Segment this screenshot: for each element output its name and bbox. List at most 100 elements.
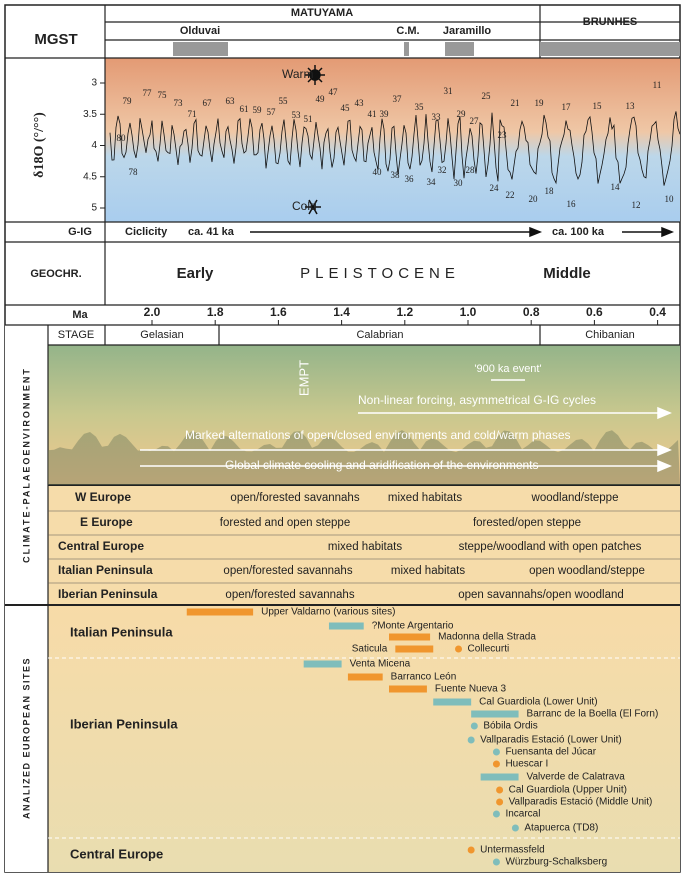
subchron: Olduvai: [180, 25, 220, 37]
mis-label: 15: [593, 101, 603, 111]
site-range: [186, 608, 254, 616]
site-age: [492, 858, 500, 866]
site-age: [467, 736, 475, 744]
cycle-late: ca. 100 ka: [552, 226, 605, 238]
mis-label: 29: [457, 109, 467, 119]
site-age: [511, 824, 519, 832]
site-separators: [48, 657, 680, 839]
site-name: Barranco León: [391, 672, 457, 683]
mis-label: 20: [529, 194, 539, 204]
mis-label: 25: [482, 91, 492, 101]
x-tick-label: 1.0: [460, 305, 477, 319]
environment-panel: [48, 345, 680, 485]
site-age: [467, 846, 475, 854]
mgst-label: MGST: [34, 31, 77, 48]
site-age: [455, 645, 463, 653]
site-name: Fuensanta del Júcar: [505, 747, 596, 758]
mis-label: 37: [393, 94, 403, 104]
mis-label: 17: [562, 102, 572, 112]
cold-label: Cold: [292, 199, 317, 213]
mis-label: 30: [454, 178, 464, 188]
mis-label: 31: [444, 86, 453, 96]
site-name: Untermassfeld: [480, 845, 544, 856]
site-name: Bóbila Ordis: [483, 721, 537, 732]
site-name: Cal Guardiola (Lower Unit): [479, 697, 597, 708]
mis-label: 73: [174, 98, 184, 108]
site-name: Huescar I: [505, 759, 548, 770]
habitat: woodland/steppe: [531, 492, 619, 504]
event: '900 ka event': [474, 363, 541, 375]
site-range: [328, 622, 364, 630]
stage: Chibanian: [585, 329, 635, 341]
habitat: open savannahs/open woodland: [458, 589, 624, 601]
mis-label: 13: [626, 101, 636, 111]
cyclicity-arrows: [250, 226, 675, 238]
epoch-middle: Middle: [543, 265, 591, 282]
mis-label: 53: [292, 110, 302, 120]
mis-label: 75: [158, 90, 168, 100]
mis-label: 80: [117, 133, 127, 143]
site-age: [470, 722, 478, 730]
site-name: Saticula: [352, 644, 388, 655]
region-name: W Europe: [75, 490, 131, 504]
mis-label: 61: [240, 104, 249, 114]
region-name: Italian Peninsula: [58, 563, 153, 577]
x-tick-label: 0.6: [586, 305, 603, 319]
habitat: mixed habitats: [391, 565, 465, 577]
row-lines: [48, 510, 680, 584]
x-tick-label: 1.4: [333, 305, 350, 319]
warm-label: Warm: [282, 67, 314, 81]
cycle-early: ca. 41 ka: [188, 226, 235, 238]
mis-label: 27: [470, 116, 480, 126]
y-tick-label: 3: [91, 78, 97, 89]
mis-label: 51: [304, 114, 313, 124]
site-range: [480, 773, 519, 781]
site-name: Incarcal: [505, 809, 540, 820]
x-tick-label: 0.8: [523, 305, 540, 319]
site-name: Valverde de Calatrava: [527, 772, 626, 783]
mis-label: 78: [129, 167, 139, 177]
x-tick-label: 0.4: [649, 305, 666, 319]
mis-label: 16: [567, 199, 577, 209]
site-name: Upper Valdarno (various sites): [261, 607, 395, 618]
side-column: [5, 325, 48, 872]
mis-label: 22: [506, 190, 515, 200]
chron: BRUNHES: [583, 16, 637, 28]
tree-silhouette: [48, 430, 680, 485]
x-tick-label: 1.8: [207, 305, 224, 319]
isotope-panel: [105, 58, 680, 222]
site-name: Cal Guardiola (Upper Unit): [509, 785, 627, 796]
mis-label: 38: [391, 170, 401, 180]
mis-label: 33: [432, 112, 442, 122]
x-tick-label: 1.6: [270, 305, 287, 319]
polarity-bars: [173, 42, 680, 56]
env-text: Marked alternations of open/closed envir…: [185, 428, 571, 442]
env-text: Global climate cooling and aridification…: [225, 458, 539, 472]
mis-label: 41: [368, 109, 377, 119]
subchron: C.M.: [396, 25, 419, 37]
side-label: CLIMATE-PALAEOENVIRONMENT: [21, 367, 31, 563]
isotope-axis-label: δ18O (°/°°): [32, 112, 47, 178]
site-age: [496, 786, 504, 794]
mis-label: 23: [498, 130, 508, 140]
y-tick-label: 4: [91, 140, 97, 151]
mis-label: 71: [188, 109, 197, 119]
mis-label: 40: [373, 167, 383, 177]
habitat: open/forested savannahs: [225, 589, 354, 601]
mis-label: 45: [341, 103, 351, 113]
site-group: Central Europe: [70, 846, 163, 861]
site-range: [433, 698, 472, 706]
environment-arrows: [140, 379, 672, 473]
epoch: PLEISTOCENE: [300, 265, 460, 282]
gig-label: G-IG: [68, 226, 92, 238]
site-age: [492, 760, 500, 768]
habitat: mixed habitats: [328, 541, 402, 553]
site-name: Collecurti: [468, 644, 510, 655]
mis-label: 39: [380, 109, 390, 119]
site-name: Barranc de la Boella (El Forn): [527, 709, 659, 720]
isotope-curve: [109, 111, 681, 186]
geochr-label: GEOCHR.: [30, 268, 81, 280]
mis-label: 10: [665, 194, 675, 204]
mis-label: 35: [415, 102, 425, 112]
